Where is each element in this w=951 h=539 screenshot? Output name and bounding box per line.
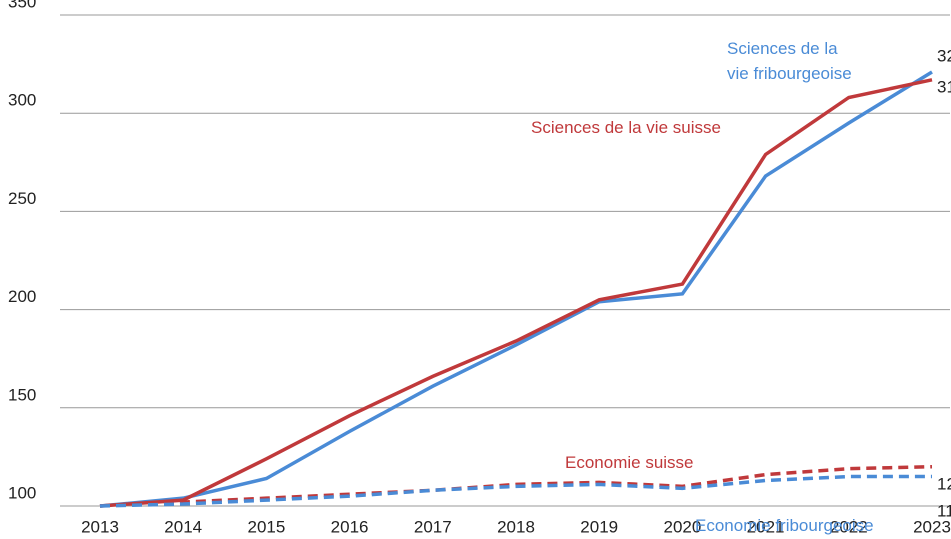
x-tick-label: 2023 <box>913 517 951 536</box>
x-tick-label: 2019 <box>580 517 618 536</box>
y-tick-label: 200 <box>8 287 36 306</box>
line <box>99 70 933 508</box>
end-value-label: 120 <box>937 474 951 493</box>
y-tick-label: 100 <box>8 483 36 502</box>
end-value-label: 115 <box>937 501 951 520</box>
end-value-label: 317 <box>937 77 951 96</box>
x-tick-label: 2021 <box>747 517 785 536</box>
x-tick-label: 2016 <box>331 517 369 536</box>
x-tick-label: 2018 <box>497 517 535 536</box>
line <box>99 78 933 508</box>
x-tick-label: 2014 <box>164 517 202 536</box>
series-label: Sciences de la vie suisse <box>531 118 721 137</box>
series-label: Economie suisse <box>565 453 694 472</box>
x-tick-label: 2020 <box>663 517 701 536</box>
line <box>99 474 932 508</box>
series-label: Economie fribourgeoise <box>695 516 874 535</box>
x-tick-label: 2015 <box>247 517 285 536</box>
x-tick-label: 2022 <box>830 517 868 536</box>
line <box>99 464 933 508</box>
x-tick-label: 2013 <box>81 517 119 536</box>
y-tick-label: 300 <box>8 91 36 110</box>
end-value-label: 321 <box>937 46 951 65</box>
y-tick-label: 250 <box>8 189 36 208</box>
series-label: Sciences de la vie fribourgeoise <box>727 39 852 83</box>
y-tick-label: 150 <box>8 385 36 404</box>
x-tick-label: 2017 <box>414 517 452 536</box>
y-tick-label: 350 <box>8 0 36 11</box>
